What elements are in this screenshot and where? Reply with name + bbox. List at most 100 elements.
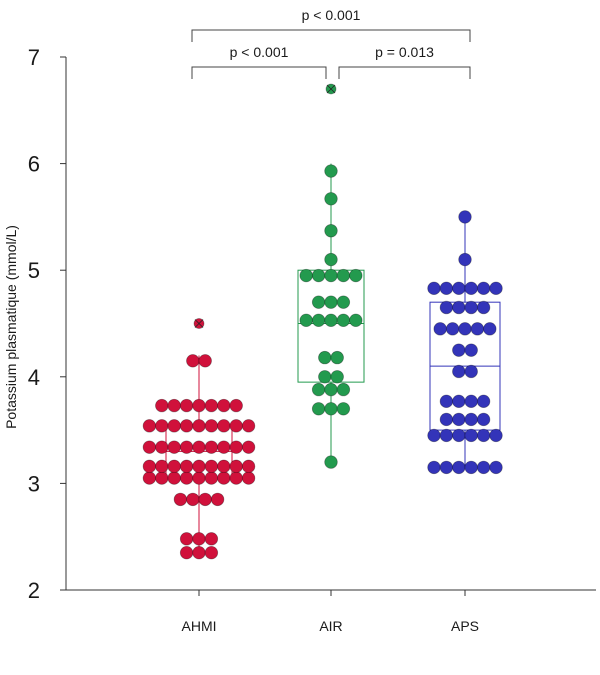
data-point [142,419,157,433]
data-point [155,419,169,433]
x-tick-label: AIR [319,618,342,634]
data-point [142,459,157,474]
data-point [476,300,491,315]
data-point [217,398,231,413]
data-point [299,313,313,328]
data-point [192,398,206,413]
data-point [167,471,181,485]
data-point [476,281,491,296]
data-point [464,394,478,409]
data-point [217,471,231,485]
data-point [241,440,256,454]
data-point [439,300,454,315]
data-point [311,382,326,397]
data-point [476,394,491,409]
data-point [311,268,326,283]
data-point [192,545,206,560]
data-point [217,419,231,433]
x-tick-label: AHMI [182,618,217,634]
data-point [155,440,169,454]
data-point [167,398,181,413]
data-point [204,419,219,433]
data-point [336,382,351,397]
data-point [241,419,256,433]
data-point [324,313,338,328]
data-point [204,545,219,560]
data-point [452,364,466,379]
data-point [349,313,363,328]
data-point [476,412,491,427]
data-point [336,313,351,328]
data-point [142,440,157,454]
data-point [192,471,206,485]
data-point [229,419,243,433]
data-point [324,192,338,206]
data-point [458,210,472,224]
data-point [204,532,219,546]
data-point [155,471,169,485]
data-point [464,460,478,475]
p-value-label: p < 0.001 [230,44,289,60]
data-point [464,364,478,379]
data-point [217,440,231,454]
y-tick-label: 7 [28,45,40,70]
data-point [179,398,194,413]
data-point [452,394,466,409]
data-point [445,322,460,336]
data-point [324,268,338,283]
data-point [330,350,344,365]
data-point [489,428,503,443]
data-point [311,402,326,416]
data-point [142,471,157,485]
data-point [427,428,441,443]
data-point [483,322,497,336]
data-point [489,460,503,475]
data-point [179,471,194,485]
data-point [464,343,478,357]
data-point [318,350,332,365]
data-point [452,343,466,357]
data-point [464,281,478,296]
data-point [336,268,351,283]
data-point [452,300,466,315]
data-point [241,459,256,474]
p-value-label: p = 0.013 [375,44,434,60]
significance-bracket [191,66,327,79]
data-point [198,354,212,368]
data-point [464,428,478,443]
data-point [324,382,338,397]
data-point [299,268,313,283]
data-point [179,419,194,433]
data-point [324,402,338,416]
data-point [439,412,454,427]
data-point [179,532,194,546]
data-point [192,419,206,433]
outlier-marker [194,319,204,328]
data-point [173,492,188,507]
data-point [311,313,326,328]
data-point [439,460,454,475]
data-point [186,492,200,507]
data-point [198,492,212,507]
data-point [324,224,338,238]
y-tick-label: 3 [28,471,40,496]
data-point [433,322,447,336]
data-point [324,455,338,469]
data-point [229,471,243,485]
data-point [192,459,206,474]
data-point [324,164,338,178]
data-point [229,398,243,413]
data-point [167,440,181,454]
data-point [229,459,243,474]
y-tick-label: 4 [28,365,40,390]
data-point [318,370,332,384]
y-tick-label: 5 [28,258,40,283]
data-point [452,460,466,475]
data-point [336,402,351,416]
data-point [204,459,219,474]
data-point [204,440,219,454]
data-point [186,354,200,368]
data-point [476,428,491,443]
